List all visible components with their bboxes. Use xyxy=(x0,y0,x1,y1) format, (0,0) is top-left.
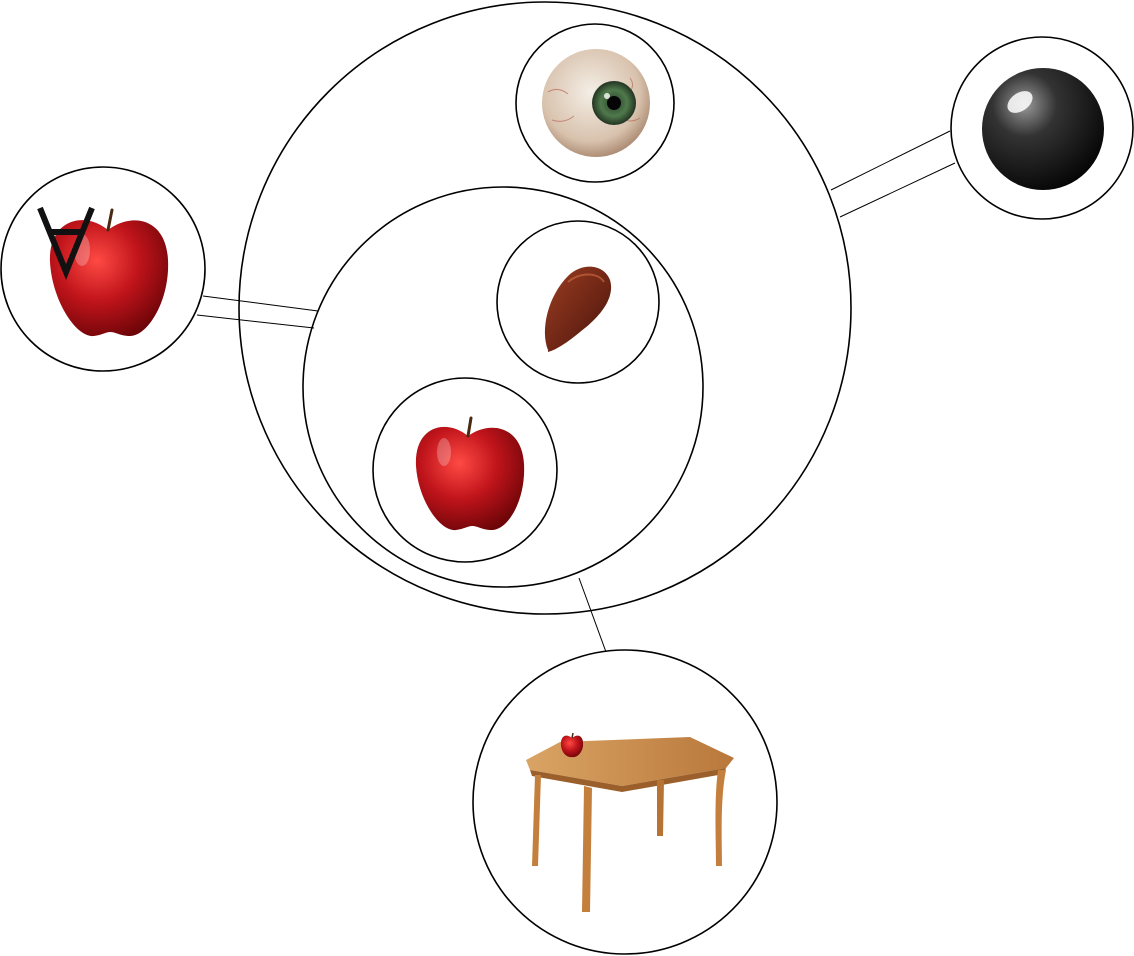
link-table-to-inner-group xyxy=(578,577,607,653)
apple-seed-icon xyxy=(544,266,612,352)
apple-icon xyxy=(415,416,525,531)
sphere-node-circle xyxy=(950,36,1134,220)
sphere-node xyxy=(950,36,1134,220)
table-node xyxy=(472,649,778,955)
link-sphere-to-outer-group xyxy=(830,130,956,218)
eye-icon xyxy=(542,49,650,157)
eye-node-circle xyxy=(515,23,675,183)
table-icon xyxy=(526,737,734,912)
outer-group-circle xyxy=(238,1,852,615)
link-universal-apple-to-inner-group xyxy=(196,295,319,329)
apple-node-circle xyxy=(372,377,558,563)
black-sphere-icon xyxy=(982,68,1104,190)
apple-node xyxy=(372,377,558,563)
for-all-symbol xyxy=(37,206,95,280)
universal-apple-node xyxy=(0,166,206,372)
universal-apple-node-circle xyxy=(0,166,206,372)
seed-node-circle xyxy=(496,220,660,384)
table-node-circle xyxy=(472,649,778,955)
apple-icon xyxy=(560,732,584,758)
seed-node xyxy=(496,220,660,384)
inner-group-circle xyxy=(302,186,704,588)
eye-node xyxy=(515,23,675,183)
